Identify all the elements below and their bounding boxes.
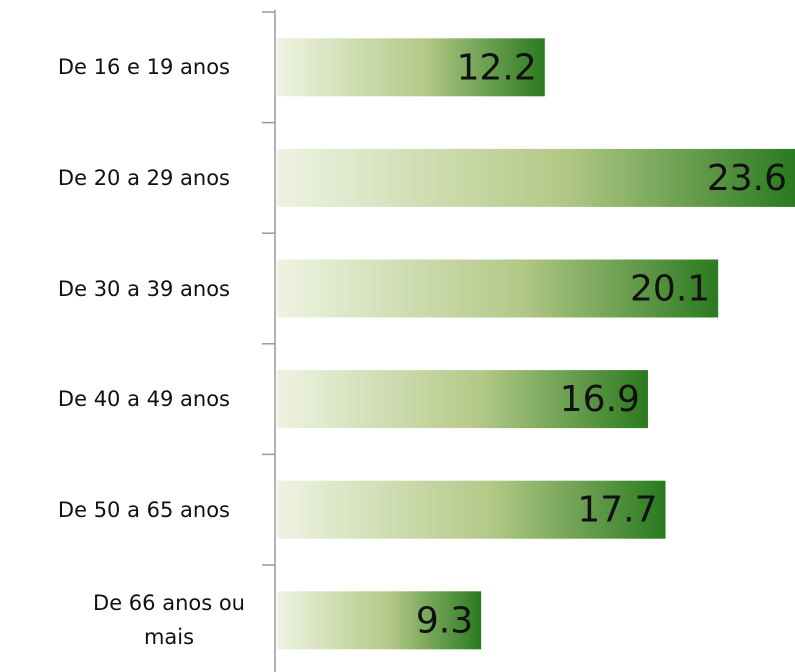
bar [277, 370, 648, 429]
y-tick-label: De 30 a 39 anos [57, 276, 230, 301]
value-label: 23.6 [707, 158, 787, 199]
bar [277, 259, 719, 318]
value-label: 12.2 [457, 47, 537, 88]
bar [277, 480, 666, 539]
bar [277, 38, 545, 97]
y-tick-label: De 50 a 65 anos [57, 497, 230, 522]
y-tick-label: De 40 a 49 anos [57, 387, 230, 412]
y-tick-label: De 20 a 29 anos [57, 165, 230, 190]
value-label: 16.9 [560, 379, 640, 420]
value-label: 17.7 [577, 490, 657, 531]
y-tick-label: De 66 anos ou mais [93, 591, 245, 650]
bar [277, 148, 795, 207]
bar [277, 591, 482, 650]
value-label: 20.1 [630, 269, 710, 310]
value-label: 9.3 [416, 600, 473, 641]
y-tick-label: De 16 e 19 anos [57, 55, 230, 80]
